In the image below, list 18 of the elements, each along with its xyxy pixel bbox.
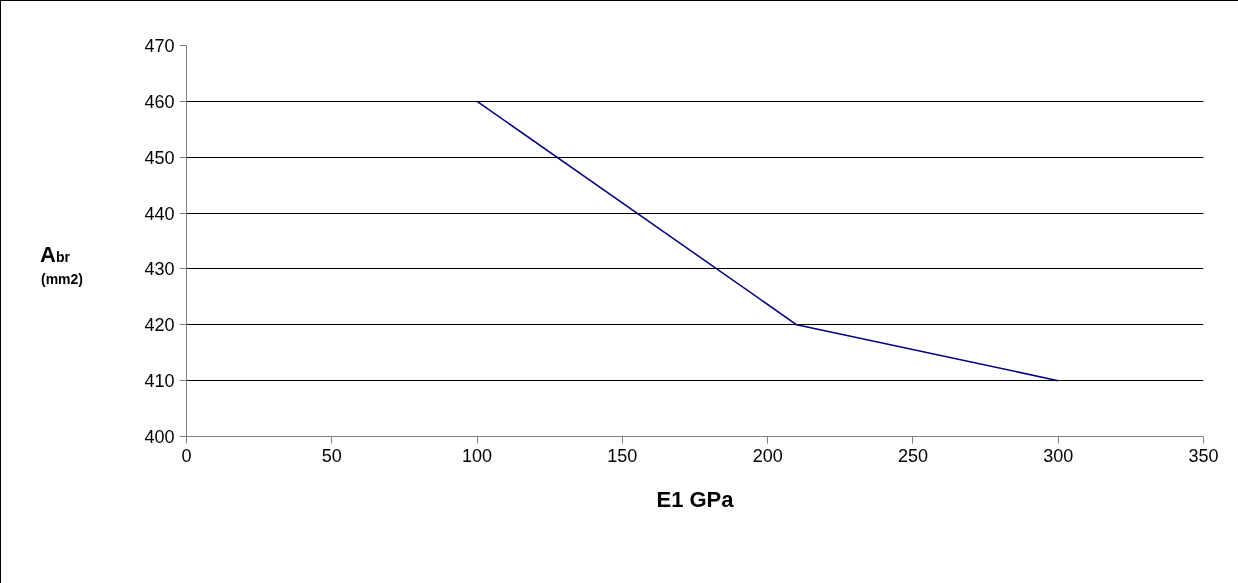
y-tick-label: 440	[144, 203, 175, 224]
y-tick-label: 400	[144, 427, 175, 447]
x-tick-label: 150	[607, 445, 638, 466]
x-tick-label: 300	[1043, 445, 1074, 466]
x-tick-label: 200	[752, 445, 783, 466]
x-tick-label: 50	[321, 445, 342, 466]
x-axis-title: E1 GPa	[656, 486, 735, 512]
y-axis-title: Abr (mm2)	[40, 242, 84, 287]
y-tick-label: 420	[144, 315, 175, 336]
x-tick-label: 350	[1188, 445, 1219, 466]
y-tick-label: 450	[144, 147, 175, 168]
y-tick-label: 470	[144, 36, 175, 56]
x-tick-label: 250	[897, 445, 928, 466]
y-tick-label: 430	[144, 259, 175, 280]
y-tick-label: 460	[144, 91, 175, 112]
x-tick-label: 0	[181, 445, 192, 466]
x-tick-label: 100	[462, 445, 493, 466]
y-tick-label: 410	[144, 371, 175, 392]
